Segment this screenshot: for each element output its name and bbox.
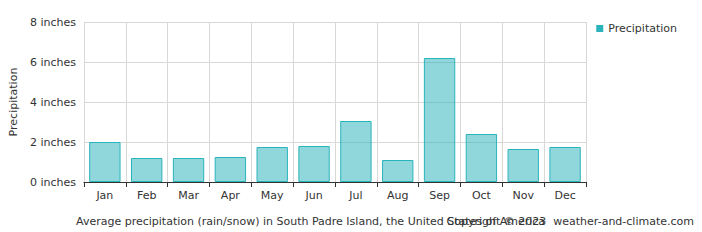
- svg-text:Mar: Mar: [178, 189, 199, 202]
- svg-text:4 inches: 4 inches: [30, 96, 76, 109]
- svg-text:6 inches: 6 inches: [30, 56, 76, 69]
- svg-text:8 inches: 8 inches: [30, 16, 76, 29]
- svg-text:Average precipitation (rain/sn: Average precipitation (rain/snow) in Sou…: [76, 215, 546, 228]
- svg-text:Aug: Aug: [387, 189, 408, 202]
- svg-text:Feb: Feb: [137, 189, 156, 202]
- svg-text:Sep: Sep: [429, 189, 450, 202]
- svg-text:Precipitation: Precipitation: [608, 22, 677, 35]
- svg-text:Apr: Apr: [221, 189, 241, 202]
- svg-text:Dec: Dec: [554, 189, 575, 202]
- svg-text:Jul: Jul: [348, 189, 362, 202]
- svg-text:Jan: Jan: [95, 189, 113, 202]
- svg-text:Oct: Oct: [472, 189, 492, 202]
- svg-text:Copyright © 2023 weather-and-: Copyright © 2023 weather-and-climate.com: [447, 215, 694, 228]
- svg-text:2 inches: 2 inches: [30, 136, 76, 149]
- svg-text:Precipitation: Precipitation: [7, 68, 20, 137]
- svg-text:Nov: Nov: [513, 189, 535, 202]
- svg-text:May: May: [261, 189, 284, 202]
- svg-text:0 inches: 0 inches: [30, 176, 76, 189]
- svg-text:Jun: Jun: [304, 189, 322, 202]
